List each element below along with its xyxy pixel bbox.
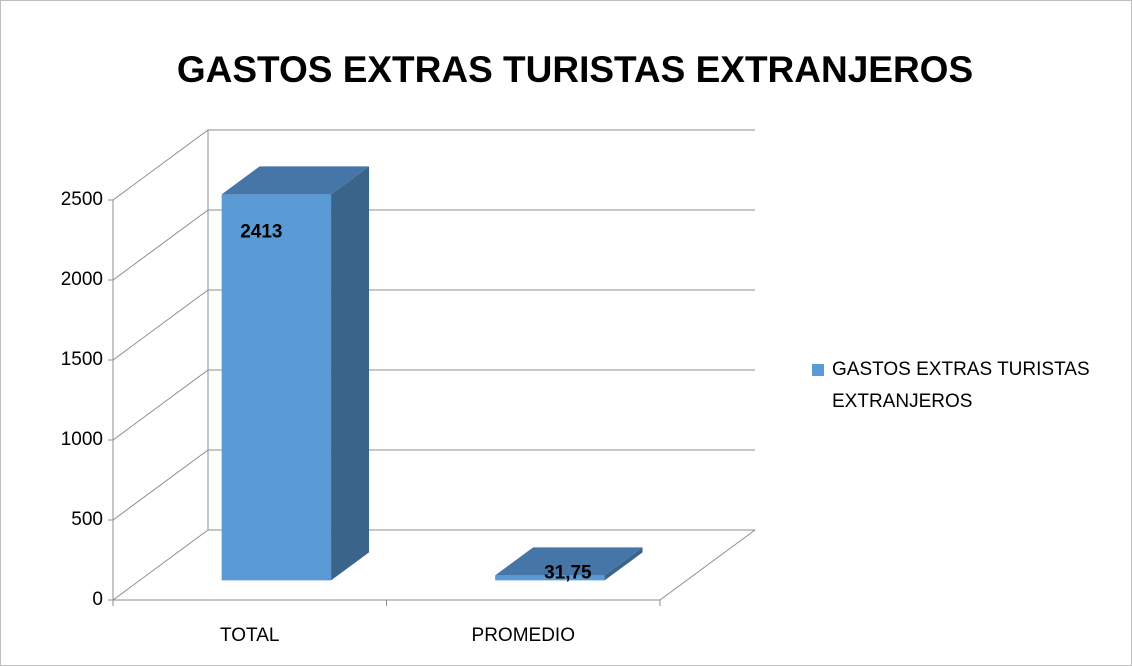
grid-line bbox=[112, 129, 755, 201]
grid-line bbox=[112, 289, 755, 361]
y-tick-label: 2000 bbox=[61, 269, 103, 290]
bar-top bbox=[495, 547, 643, 576]
y-tick-label: 0 bbox=[92, 589, 103, 610]
y-tick-label: 2500 bbox=[61, 189, 103, 210]
grid-line bbox=[112, 449, 755, 521]
grid-line bbox=[112, 529, 755, 601]
bar-side bbox=[604, 547, 643, 581]
legend-swatch bbox=[812, 364, 824, 376]
bar-front bbox=[495, 575, 605, 581]
data-label: 2413 bbox=[240, 221, 282, 242]
x-tick-label: TOTAL bbox=[220, 625, 279, 646]
bar-top bbox=[221, 166, 370, 195]
legend-label: GASTOS EXTRAS TURISTAS EXTRANJEROS bbox=[832, 359, 1090, 412]
grid-line bbox=[112, 209, 755, 281]
y-tick-label: 1500 bbox=[61, 349, 103, 370]
chart-title: GASTOS EXTRAS TURISTAS EXTRANJEROS bbox=[177, 49, 973, 90]
legend: GASTOS EXTRAS TURISTAS EXTRANJEROS bbox=[812, 354, 1112, 418]
x-tick-label: PROMEDIO bbox=[472, 625, 575, 646]
floor-edge bbox=[659, 529, 756, 601]
data-label: 31,75 bbox=[544, 562, 592, 583]
bar-side bbox=[331, 166, 370, 581]
grid-line bbox=[112, 369, 755, 441]
y-tick-label: 500 bbox=[71, 509, 103, 530]
y-tick-label: 1000 bbox=[61, 429, 103, 450]
bar-front bbox=[221, 194, 332, 581]
